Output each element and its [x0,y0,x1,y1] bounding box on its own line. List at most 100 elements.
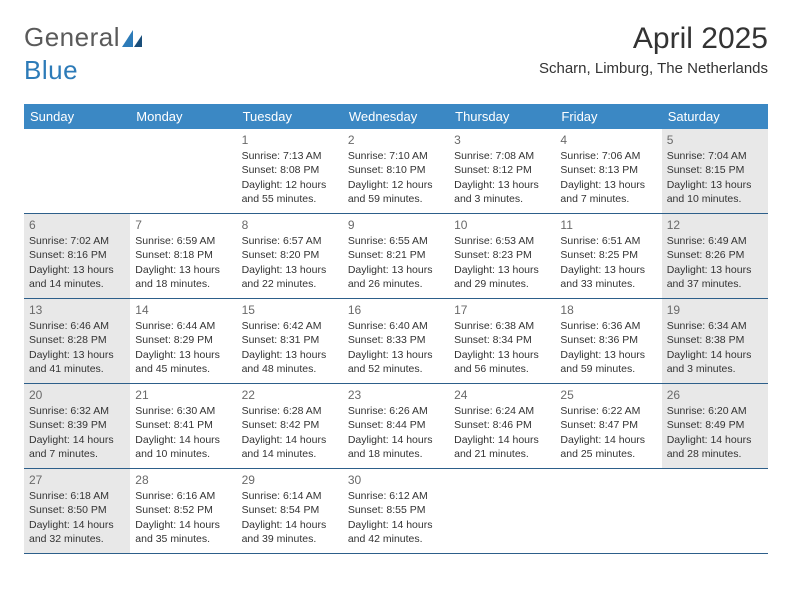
day-dl2: and 59 minutes. [560,362,656,376]
day-sunrise: Sunrise: 6:22 AM [560,404,656,418]
day-number: 20 [29,387,125,403]
day-cell: 21Sunrise: 6:30 AMSunset: 8:41 PMDayligh… [130,384,236,468]
day-cell: 9Sunrise: 6:55 AMSunset: 8:21 PMDaylight… [343,214,449,298]
day-sunrise: Sunrise: 6:16 AM [135,489,231,503]
day-sunrise: Sunrise: 6:55 AM [348,234,444,248]
day-sunrise: Sunrise: 7:10 AM [348,149,444,163]
day-dl1: Daylight: 13 hours [454,178,550,192]
day-number: 16 [348,302,444,318]
day-dl1: Daylight: 13 hours [560,178,656,192]
day-cell [449,469,555,553]
day-cell: 5Sunrise: 7:04 AMSunset: 8:15 PMDaylight… [662,129,768,213]
day-dl2: and 18 minutes. [135,277,231,291]
day-dl2: and 21 minutes. [454,447,550,461]
day-number: 9 [348,217,444,233]
day-dl1: Daylight: 14 hours [242,518,338,532]
day-sunrise: Sunrise: 6:20 AM [667,404,763,418]
day-number: 4 [560,132,656,148]
day-header-saturday: Saturday [662,104,768,129]
day-cell [662,469,768,553]
week-row: 6Sunrise: 7:02 AMSunset: 8:16 PMDaylight… [24,214,768,299]
day-sunrise: Sunrise: 6:38 AM [454,319,550,333]
day-cell: 4Sunrise: 7:06 AMSunset: 8:13 PMDaylight… [555,129,661,213]
week-row: 1Sunrise: 7:13 AMSunset: 8:08 PM Daylight… [24,129,768,214]
day-cell: 15Sunrise: 6:42 AMSunset: 8:31 PMDayligh… [237,299,343,383]
day-sunset: Sunset: 8:10 PM [348,163,444,177]
logo-sail-icon [122,24,144,55]
day-sunrise: Sunrise: 7:13 AM [242,149,338,163]
day-sunrise: Sunrise: 6:24 AM [454,404,550,418]
day-header-friday: Friday [555,104,661,129]
day-sunset: Sunset: 8:38 PM [667,333,763,347]
day-dl2: and 33 minutes. [560,277,656,291]
day-dl1: Daylight: 13 hours [348,348,444,362]
day-dl2: and 39 minutes. [242,532,338,546]
day-number: 1 [242,132,338,148]
day-sunrise: Sunrise: 7:02 AM [29,234,125,248]
title-area: April 2025 Scharn, Limburg, The Netherla… [539,22,768,77]
day-dl1: Daylight: 13 hours [135,263,231,277]
day-cell: 14Sunrise: 6:44 AMSunset: 8:29 PMDayligh… [130,299,236,383]
day-dl1: Daylight: 14 hours [667,433,763,447]
calendar-page: GeneralBlue April 2025 Scharn, Limburg, … [0,0,792,566]
day-sunset: Sunset: 8:42 PM [242,418,338,432]
day-dl2: and 29 minutes. [454,277,550,291]
logo-general: General [24,22,120,52]
day-dl1: Daylight: 13 hours [29,348,125,362]
day-dl2: and 52 minutes. [348,362,444,376]
day-dl1: Daylight: 13 hours [454,348,550,362]
day-dl2: and 55 minutes. [242,192,338,206]
day-dl1: Daylight: 13 hours [454,263,550,277]
day-sunrise: Sunrise: 6:28 AM [242,404,338,418]
day-dl2: and 25 minutes. [560,447,656,461]
logo: GeneralBlue [24,22,144,86]
day-sunset: Sunset: 8:15 PM [667,163,763,177]
day-dl2: and 18 minutes. [348,447,444,461]
day-number: 12 [667,217,763,233]
day-dl1: Daylight: 14 hours [29,433,125,447]
logo-text: GeneralBlue [24,22,144,86]
day-dl2: and 41 minutes. [29,362,125,376]
day-dl1: Daylight: 13 hours [29,263,125,277]
day-sunset: Sunset: 8:18 PM [135,248,231,262]
day-dl2: and 59 minutes. [348,192,444,206]
day-dl2: and 48 minutes. [242,362,338,376]
day-number: 22 [242,387,338,403]
day-sunrise: Sunrise: 6:42 AM [242,319,338,333]
day-number: 2 [348,132,444,148]
day-dl2: and 32 minutes. [29,532,125,546]
day-dl1: Daylight: 13 hours [242,348,338,362]
day-number: 28 [135,472,231,488]
week-row: 27Sunrise: 6:18 AMSunset: 8:50 PMDayligh… [24,469,768,554]
day-dl1: Daylight: 14 hours [348,433,444,447]
month-title: April 2025 [539,22,768,56]
day-dl1: Daylight: 13 hours [242,263,338,277]
day-sunrise: Sunrise: 6:44 AM [135,319,231,333]
day-header-monday: Monday [130,104,236,129]
day-number: 24 [454,387,550,403]
day-dl2: and 7 minutes. [29,447,125,461]
day-number: 23 [348,387,444,403]
day-dl1: Daylight: 13 hours [135,348,231,362]
day-cell: 11Sunrise: 6:51 AMSunset: 8:25 PMDayligh… [555,214,661,298]
day-sunset: Sunset: 8:54 PM [242,503,338,517]
day-sunrise: Sunrise: 7:06 AM [560,149,656,163]
day-cell: 6Sunrise: 7:02 AMSunset: 8:16 PMDaylight… [24,214,130,298]
day-dl2: and 35 minutes. [135,532,231,546]
day-sunset: Sunset: 8:08 PM [242,163,338,177]
day-dl1: Daylight: 13 hours [667,178,763,192]
day-dl2: and 26 minutes. [348,277,444,291]
day-sunset: Sunset: 8:33 PM [348,333,444,347]
day-cell: 22Sunrise: 6:28 AMSunset: 8:42 PMDayligh… [237,384,343,468]
day-sunset: Sunset: 8:41 PM [135,418,231,432]
day-sunset: Sunset: 8:52 PM [135,503,231,517]
day-sunrise: Sunrise: 7:04 AM [667,149,763,163]
day-sunset: Sunset: 8:12 PM [454,163,550,177]
day-header-sunday: Sunday [24,104,130,129]
day-sunset: Sunset: 8:50 PM [29,503,125,517]
day-number: 3 [454,132,550,148]
day-number: 30 [348,472,444,488]
day-dl2: and 14 minutes. [242,447,338,461]
day-number: 8 [242,217,338,233]
day-cell: 1Sunrise: 7:13 AMSunset: 8:08 PMDaylight… [237,129,343,213]
